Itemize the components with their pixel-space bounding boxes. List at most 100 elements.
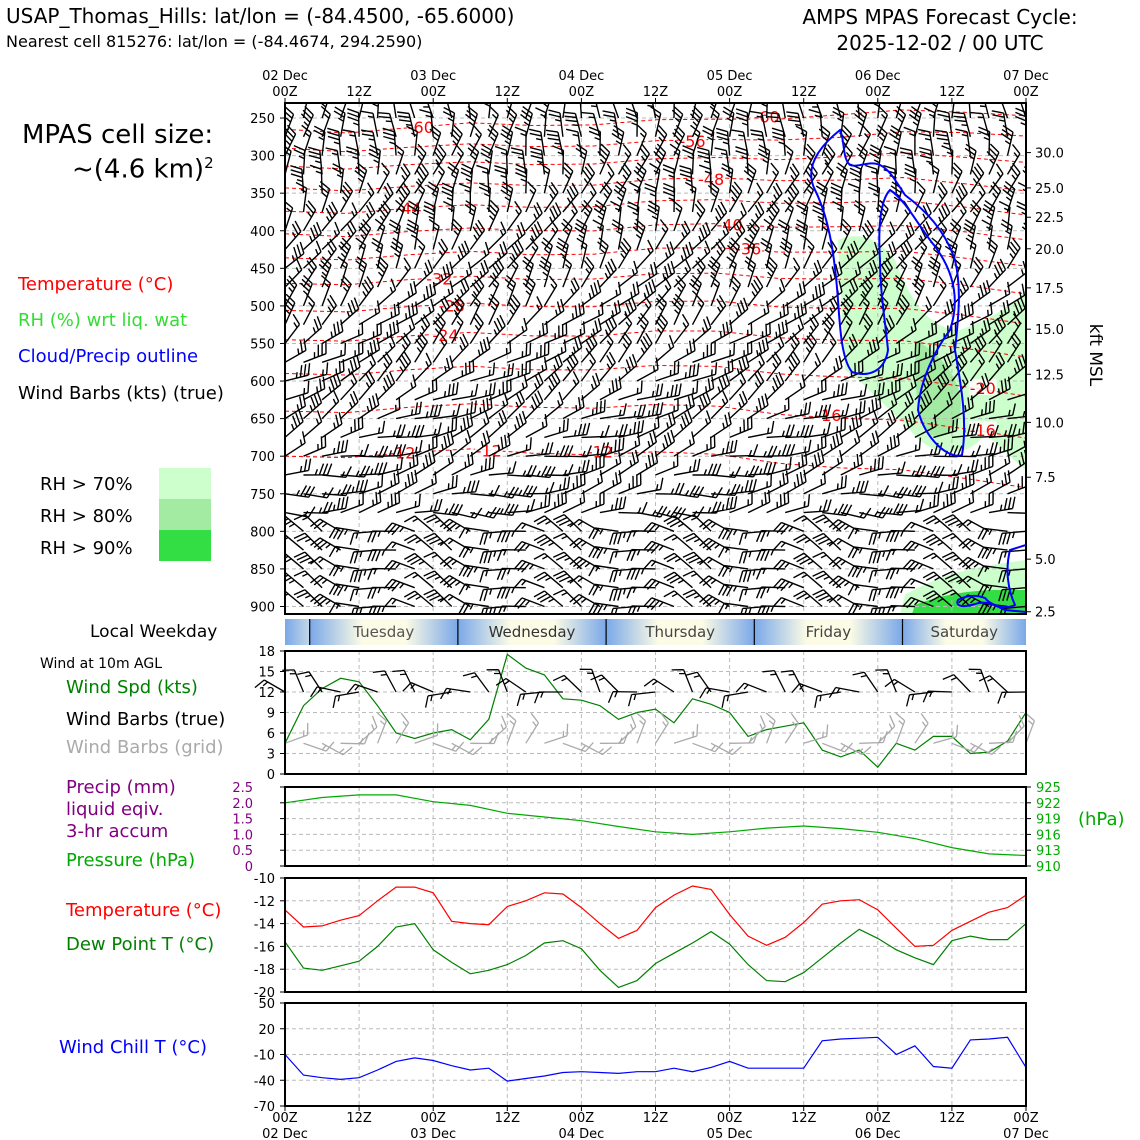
wind-barb [590, 674, 619, 693]
wind-barb [592, 219, 604, 250]
wind-barb [328, 526, 360, 540]
wind-barb [636, 383, 664, 401]
wind-barb [285, 549, 286, 551]
wind-barb [327, 127, 342, 156]
wind-barb [440, 687, 471, 700]
wind-barb [717, 583, 749, 597]
wind-barb [414, 498, 443, 514]
wind-barb [784, 374, 806, 401]
wind-barb [988, 423, 1017, 439]
wind-barb [414, 237, 426, 269]
wind-barb [757, 605, 786, 614]
wind-barb [432, 741, 465, 752]
wind-barb [784, 332, 800, 363]
wind-barb [500, 181, 514, 213]
wind-barb [414, 281, 437, 307]
wind-barb [952, 111, 972, 137]
rh80-region [915, 340, 961, 436]
wind-barb [470, 382, 496, 401]
wind-barb [785, 424, 814, 439]
wind-barb [856, 143, 868, 175]
pressure-tick-label: 550 [250, 337, 275, 352]
wind-barb [470, 362, 496, 382]
main-panel-frame [284, 102, 1027, 615]
wind-barb [710, 742, 742, 756]
wind-barb [868, 182, 881, 213]
wind-barb [285, 220, 302, 250]
wind-barb [351, 605, 378, 614]
wind-barb [340, 202, 358, 232]
wind-barb [449, 124, 463, 156]
wind-barb [432, 355, 454, 382]
height-tick-label: 20.0 [1035, 243, 1064, 258]
wind-barb [525, 103, 533, 119]
barbs-true-label: Wind Barbs (true) [66, 709, 226, 730]
wind-barb [414, 723, 439, 744]
wind-barb [902, 521, 934, 532]
wind-barb [293, 570, 323, 589]
wind-barb [414, 422, 442, 439]
wind-barb [303, 501, 333, 514]
wind-barb [696, 146, 712, 175]
wind-barb [308, 146, 323, 175]
wind-barb [439, 556, 471, 570]
wind-barb [340, 371, 358, 401]
wind-barb [793, 571, 823, 589]
wind-barb [617, 162, 632, 194]
wind-barb [858, 313, 874, 344]
wind-barb [941, 532, 971, 551]
wind-barb [840, 261, 862, 288]
wind-barb [525, 414, 548, 439]
wind-barb [793, 552, 823, 570]
wind-barb [922, 533, 953, 551]
wind-barb [377, 302, 400, 326]
y-tick-label: -70 [254, 1100, 275, 1115]
wind-barb [340, 220, 357, 250]
wind-barb [544, 476, 571, 495]
wind-barb [977, 527, 1008, 540]
wind-barb [747, 420, 775, 439]
wind-barb [579, 668, 601, 693]
wind-barb [285, 293, 296, 325]
wind-barb [544, 418, 569, 439]
wind-barb [451, 383, 479, 401]
windspd-panel-frame [284, 650, 1027, 775]
wind-barb [340, 415, 364, 439]
wind-barb [784, 713, 799, 744]
wind-barb [451, 294, 465, 326]
wind-barb [636, 357, 659, 382]
isotherm-label-bg [474, 441, 503, 458]
wind-barb [581, 454, 605, 476]
wind-barb [840, 240, 860, 269]
wind-barb [358, 420, 386, 439]
wind-barb [331, 163, 345, 194]
wind-barb [290, 165, 305, 194]
wind-barb [393, 103, 397, 119]
wind-barb [895, 374, 917, 401]
wind-barb [636, 477, 664, 495]
wind-barb [285, 586, 286, 588]
wind-barb [395, 439, 423, 457]
wind-barb [506, 239, 524, 269]
wind-barb [310, 518, 341, 532]
forecast-cycle-line1: AMPS MPAS Forecast Cycle: [802, 5, 1078, 29]
weekday-cell [457, 619, 607, 645]
bottom-hour-label: 12Z [643, 1111, 669, 1126]
wind-barb [588, 527, 619, 540]
wind-barb [904, 163, 917, 194]
wind-barb [877, 409, 897, 438]
wind-barb [998, 568, 1026, 583]
rh-shading [838, 236, 1026, 614]
wind-barb [529, 146, 546, 175]
wind-barb [545, 129, 564, 156]
rh90-region-low [912, 590, 1026, 614]
wind-barb [599, 181, 613, 213]
wind-barb [663, 571, 693, 589]
wind-barb [433, 503, 464, 516]
wind-barb [766, 319, 789, 345]
isotherm--48 [285, 176, 1026, 192]
wind-barb [840, 742, 872, 756]
wind-barb [377, 351, 393, 382]
isotherm--32 [285, 272, 1026, 295]
wind-barb [673, 724, 699, 744]
